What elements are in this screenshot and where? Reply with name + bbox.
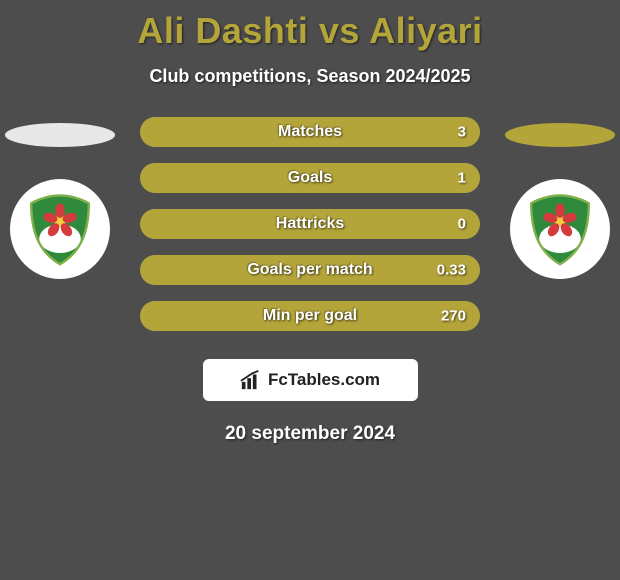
brand-label: FcTables.com <box>268 370 380 390</box>
stat-value-right: 0 <box>458 216 466 233</box>
player-left-marker <box>5 123 115 147</box>
brand-link[interactable]: FcTables.com <box>203 359 418 401</box>
stat-label: Min per goal <box>263 307 357 325</box>
stats-list: Matches 3 Goals 1 Hattricks 0 Goals per … <box>140 117 480 347</box>
stat-label: Matches <box>278 123 342 141</box>
player-right-club-logo <box>510 179 610 279</box>
stat-row-min-per-goal: Min per goal 270 <box>140 301 480 331</box>
club-crest-icon <box>20 189 100 269</box>
snapshot-date: 20 september 2024 <box>0 423 620 445</box>
club-crest-icon <box>520 189 600 269</box>
stat-value-right: 0.33 <box>437 262 466 279</box>
stat-value-right: 3 <box>458 124 466 141</box>
player-right-column <box>500 117 620 279</box>
page-title: Ali Dashti vs Aliyari <box>0 0 620 52</box>
subtitle: Club competitions, Season 2024/2025 <box>0 66 620 87</box>
stat-value-right: 270 <box>441 308 466 325</box>
stat-value-right: 1 <box>458 170 466 187</box>
stat-row-goals-per-match: Goals per match 0.33 <box>140 255 480 285</box>
stat-row-hattricks: Hattricks 0 <box>140 209 480 239</box>
player-right-marker <box>505 123 615 147</box>
stat-label: Hattricks <box>276 215 344 233</box>
stat-row-goals: Goals 1 <box>140 163 480 193</box>
comparison-area: Matches 3 Goals 1 Hattricks 0 Goals per … <box>0 117 620 347</box>
stat-row-matches: Matches 3 <box>140 117 480 147</box>
bar-chart-icon <box>240 369 262 391</box>
player-left-column <box>0 117 120 279</box>
stat-label: Goals per match <box>247 261 372 279</box>
stat-label: Goals <box>288 169 332 187</box>
player-left-club-logo <box>10 179 110 279</box>
